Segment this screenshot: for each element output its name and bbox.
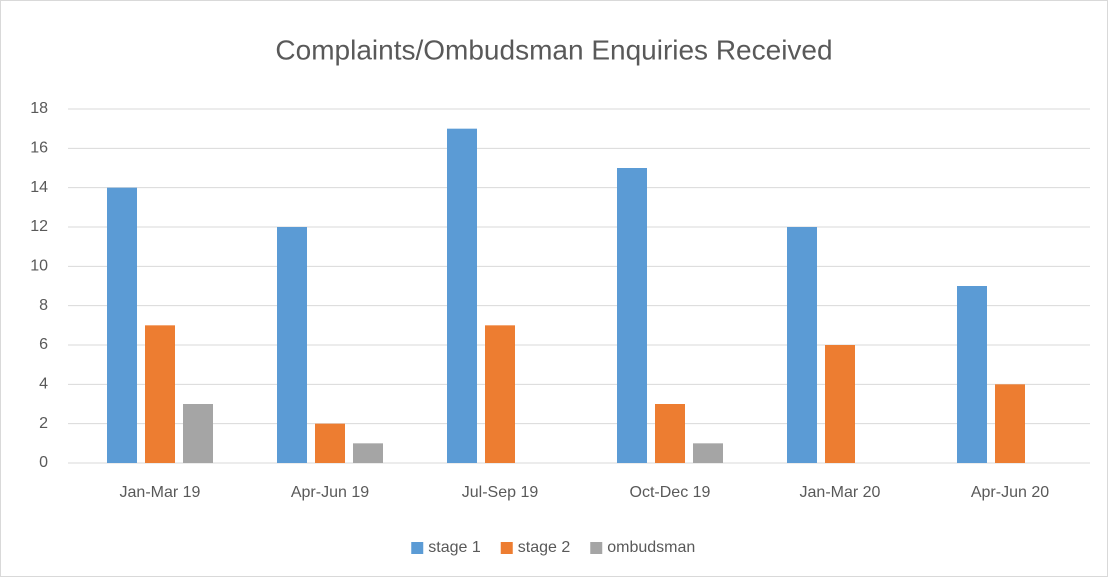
y-tick-label: 14 (30, 179, 48, 196)
bar (353, 443, 383, 463)
bar (183, 404, 213, 463)
y-tick-label: 6 (39, 336, 48, 353)
y-tick-label: 0 (39, 454, 48, 471)
legend-swatch (590, 542, 603, 554)
y-tick-label: 2 (39, 415, 48, 432)
y-tick-label: 16 (30, 140, 48, 157)
legend-label: stage 2 (518, 539, 571, 556)
bar (617, 168, 647, 463)
bar (315, 423, 345, 463)
y-tick-label: 8 (39, 297, 48, 314)
x-tick-label: Jan-Mar 19 (120, 484, 201, 501)
bar (277, 227, 307, 463)
bar (693, 443, 723, 463)
x-tick-label: Oct-Dec 19 (630, 484, 711, 501)
legend-label: stage 1 (428, 539, 481, 556)
bar (655, 404, 685, 463)
bar (995, 384, 1025, 463)
x-tick-label: Jul-Sep 19 (462, 484, 539, 501)
y-tick-label: 12 (30, 218, 48, 235)
x-tick-label: Apr-Jun 20 (971, 484, 1049, 501)
y-tick-label: 18 (30, 100, 48, 117)
bar (107, 187, 137, 463)
bar (447, 128, 477, 463)
bar (825, 345, 855, 463)
legend-swatch (500, 542, 513, 554)
bar (787, 227, 817, 463)
y-tick-label: 4 (39, 376, 48, 393)
legend-label: ombudsman (607, 539, 695, 556)
x-tick-label: Apr-Jun 19 (291, 484, 369, 501)
chart-title: Complaints/Ombudsman Enquiries Received (275, 34, 832, 65)
legend-swatch (411, 542, 424, 554)
bar (957, 286, 987, 463)
y-tick-label: 10 (30, 258, 48, 275)
x-tick-label: Jan-Mar 20 (800, 484, 881, 501)
bar (485, 325, 515, 463)
bar (145, 325, 175, 463)
